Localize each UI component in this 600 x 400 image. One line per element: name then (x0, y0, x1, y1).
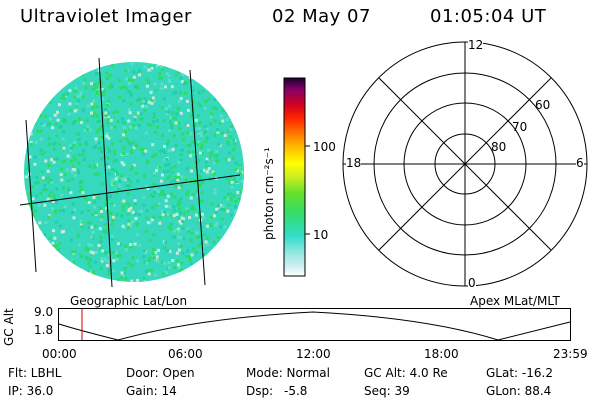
altitude-curve (58, 311, 571, 341)
glon-info: GLon: 88.4 (486, 384, 552, 398)
alt-tick-9: 9.0 (34, 305, 54, 319)
alt-xtick-1200: 12:00 (296, 347, 331, 361)
alt-xtick-0600: 06:00 (168, 347, 203, 361)
gc-alt-info: GC Alt: 4.0 Re (364, 366, 448, 380)
door-info: Door: Open (126, 366, 195, 380)
geo-grid (19, 57, 241, 288)
geo-grid-label: Geographic Lat/Lon (70, 294, 188, 308)
alt-tick-1.8: 1.8 (34, 323, 54, 337)
mlt-label-12: 12 (468, 38, 484, 52)
lat-label-70: 70 (512, 120, 528, 134)
uv-disk (24, 62, 244, 282)
seq-info: Seq: 39 (364, 384, 410, 398)
colorbar-tick-10: 10 (313, 228, 329, 242)
dsp-value: -5.8 (284, 384, 308, 398)
colorbar (283, 77, 310, 277)
alt-xtick-2359: 23:59 (553, 347, 588, 361)
mlt-label-0: 0 (468, 276, 476, 290)
glat-info: GLat: -16.2 (486, 366, 553, 380)
dsp-info: Dsp: (246, 384, 274, 398)
polar-plot (342, 41, 588, 287)
filter-info: Flt: LBHL (8, 366, 62, 380)
time-label: 01:05:04 UT (430, 6, 547, 27)
altitude-plot-frame (58, 308, 571, 341)
alt-xtick-1800: 18:00 (424, 347, 459, 361)
colorbar-tick-100: 100 (313, 140, 336, 154)
ip-info: IP: 36.0 (8, 384, 54, 398)
gain-info: Gain: 14 (126, 384, 177, 398)
alt-xtick-0000: 00:00 (42, 347, 77, 361)
colorbar-unit: photon cm⁻²s⁻¹ (262, 147, 276, 240)
alt-ylabel: GC Alt (2, 308, 16, 346)
instrument-title: Ultraviolet Imager (20, 6, 192, 27)
altitude-plot (58, 308, 571, 341)
apex-grid-label: Apex MLat/MLT (470, 294, 560, 308)
lat-label-60: 60 (535, 98, 551, 112)
lat-label-80: 80 (491, 140, 507, 154)
mlt-label-18: 18 (346, 156, 362, 170)
date-label: 02 May 07 (272, 6, 371, 27)
mlt-line-diag-2 (378, 77, 552, 251)
mode-info: Mode: Normal (246, 366, 330, 380)
mlt-label-6: 6 (576, 156, 584, 170)
